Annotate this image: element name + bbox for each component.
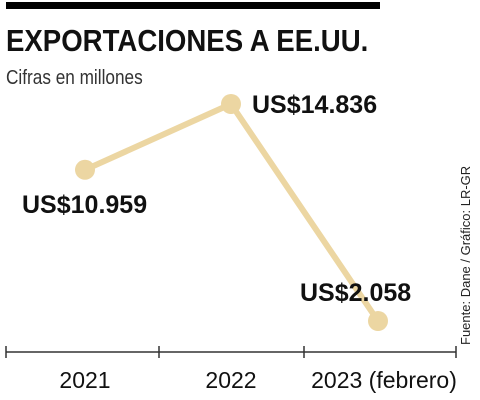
x-tick-label: 2023 (febrero): [311, 367, 457, 393]
chart-subtitle: Cifras en millones: [6, 67, 143, 89]
data-label: US$2.058: [300, 279, 411, 307]
chart-title: EXPORTACIONES A EE.UU.: [6, 23, 369, 58]
data-point: [75, 159, 95, 180]
top-rule: [6, 2, 380, 9]
data-label: US$14.836: [252, 91, 377, 119]
data-point: [221, 94, 241, 114]
x-tick-label: 2022: [205, 367, 256, 393]
data-point: [368, 311, 388, 331]
data-label: US$10.959: [22, 191, 147, 219]
source-credit: Fuente: Dane / Gráfico: LR-GR: [458, 165, 473, 345]
x-tick-label: 2021: [59, 367, 110, 393]
